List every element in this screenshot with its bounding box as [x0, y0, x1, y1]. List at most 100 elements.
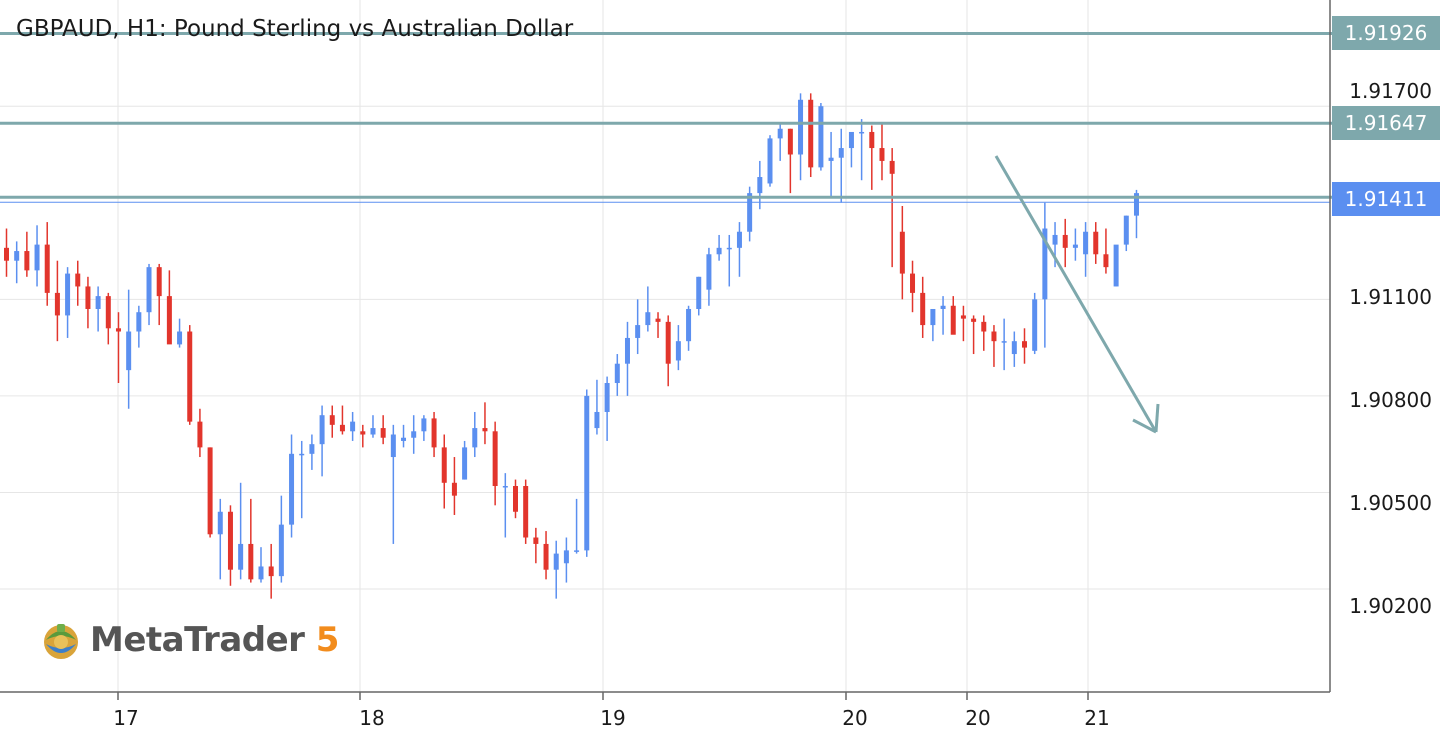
x-tick-label: 20: [842, 706, 868, 730]
price-tag-level-2: 1.91647: [1332, 106, 1440, 140]
candle-body: [624, 337, 630, 364]
candle: [319, 405, 325, 477]
candle-body: [482, 428, 488, 432]
candle: [950, 296, 956, 335]
candle-body: [726, 247, 732, 250]
candle-body: [869, 131, 875, 149]
candle-body: [696, 276, 702, 309]
candle: [1093, 222, 1099, 264]
candle: [126, 289, 132, 409]
candle: [594, 379, 600, 435]
candle: [258, 547, 264, 583]
candle: [421, 415, 427, 441]
candle: [248, 498, 254, 583]
candle-body: [787, 128, 793, 155]
candle: [54, 260, 60, 342]
candle-body: [309, 444, 315, 454]
candle: [34, 225, 40, 287]
candle: [390, 424, 396, 544]
candle-body: [156, 267, 162, 297]
candle-series: [4, 93, 1139, 599]
x-tick-label: 17: [113, 706, 139, 730]
metatrader-logo-icon: [44, 624, 78, 659]
candle-body: [207, 447, 213, 535]
candle: [879, 122, 885, 181]
candle: [553, 540, 559, 599]
candle: [289, 434, 295, 538]
candle-body: [767, 138, 773, 184]
candle-body: [594, 411, 600, 429]
candle-body: [757, 177, 763, 194]
candle: [635, 299, 641, 355]
trend-arrow[interactable]: [994, 155, 1160, 434]
candle: [146, 263, 152, 326]
candle: [187, 325, 193, 425]
candle: [360, 424, 366, 448]
candle-body: [950, 305, 956, 335]
candle: [787, 128, 793, 194]
candle: [462, 440, 468, 480]
y-tick-label: 1.90800: [1349, 388, 1432, 412]
candle: [350, 411, 356, 441]
candle-body: [971, 318, 977, 322]
candle-body: [278, 524, 284, 577]
candle: [339, 405, 345, 435]
candle: [502, 473, 508, 538]
candle: [767, 135, 773, 187]
candle-body: [289, 453, 295, 525]
candle-body: [187, 331, 193, 422]
candle-body: [95, 296, 101, 309]
candle: [1032, 292, 1038, 355]
candle-body: [910, 273, 916, 293]
candle-body: [146, 267, 152, 313]
candle-body: [248, 543, 254, 580]
candle-body: [686, 308, 692, 342]
candle: [492, 421, 498, 506]
candle: [431, 411, 437, 458]
candle-body: [75, 273, 81, 287]
candle-body: [401, 437, 407, 441]
candle-body: [1052, 234, 1058, 245]
candle-body: [940, 305, 946, 309]
arrow-head-left: [1132, 418, 1157, 434]
candle-body: [960, 315, 966, 319]
candle: [624, 321, 630, 396]
candle-body: [604, 383, 610, 412]
price-tag-level-1: 1.91926: [1332, 16, 1440, 50]
candle-body: [777, 128, 783, 139]
candle: [1103, 228, 1109, 274]
y-tick-label: 1.91100: [1349, 285, 1432, 309]
candle-body: [34, 244, 40, 271]
candle-body: [126, 331, 132, 371]
candle-body: [431, 418, 437, 448]
candle-body: [930, 308, 936, 326]
candle-body: [543, 543, 549, 570]
candle-body: [421, 418, 427, 432]
candle: [726, 234, 732, 287]
candle-body: [747, 193, 753, 232]
candle-body: [258, 566, 264, 580]
price-tag-current: 1.91411: [1332, 182, 1440, 216]
y-tick-label: 1.90200: [1349, 594, 1432, 618]
candle: [380, 415, 386, 445]
candle-body: [1001, 341, 1007, 343]
candle: [14, 241, 20, 284]
candle-body: [411, 431, 417, 438]
arrow-head-right: [1154, 403, 1160, 433]
candle: [706, 247, 712, 306]
candle-body: [380, 428, 386, 438]
candle-body: [502, 486, 508, 488]
candle-body: [736, 231, 742, 248]
candle: [115, 312, 121, 384]
candle: [268, 543, 274, 599]
candle-body: [65, 273, 71, 316]
candle-body: [1113, 244, 1119, 287]
candle: [309, 434, 315, 470]
candle-body: [451, 482, 457, 496]
candle-body: [838, 148, 844, 158]
x-tick-label: 19: [600, 706, 626, 730]
candle: [523, 479, 529, 544]
candle: [217, 498, 223, 580]
candle: [329, 405, 335, 438]
